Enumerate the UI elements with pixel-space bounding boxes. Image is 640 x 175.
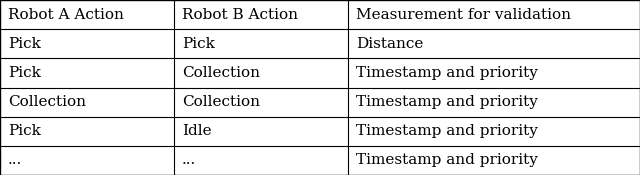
Text: Idle: Idle bbox=[182, 124, 211, 138]
Text: Robot B Action: Robot B Action bbox=[182, 8, 298, 22]
Text: ...: ... bbox=[8, 153, 22, 167]
Text: Pick: Pick bbox=[182, 37, 214, 51]
Text: Robot A Action: Robot A Action bbox=[8, 8, 124, 22]
Text: Timestamp and priority: Timestamp and priority bbox=[356, 66, 538, 80]
Text: Timestamp and priority: Timestamp and priority bbox=[356, 124, 538, 138]
Text: Pick: Pick bbox=[8, 124, 40, 138]
Text: Collection: Collection bbox=[8, 95, 86, 109]
Text: Pick: Pick bbox=[8, 37, 40, 51]
Text: Collection: Collection bbox=[182, 66, 260, 80]
Text: Timestamp and priority: Timestamp and priority bbox=[356, 153, 538, 167]
Text: Timestamp and priority: Timestamp and priority bbox=[356, 95, 538, 109]
Text: Pick: Pick bbox=[8, 66, 40, 80]
Text: Distance: Distance bbox=[356, 37, 423, 51]
Text: Collection: Collection bbox=[182, 95, 260, 109]
Text: ...: ... bbox=[182, 153, 196, 167]
Text: Measurement for validation: Measurement for validation bbox=[356, 8, 571, 22]
